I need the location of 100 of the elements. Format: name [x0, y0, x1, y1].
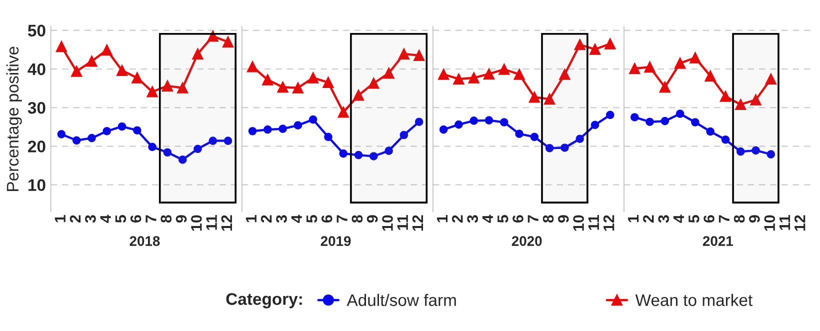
x-tick-label: 2 — [452, 215, 463, 223]
point — [604, 38, 616, 50]
x-tick-label: 10 — [191, 215, 202, 231]
point — [324, 132, 332, 142]
x-axis-title: 2021 — [702, 236, 733, 246]
point — [308, 72, 319, 84]
point — [439, 125, 448, 134]
point — [352, 90, 364, 101]
x-tick-label: 8 — [542, 215, 554, 223]
point — [765, 73, 776, 85]
x-tick-label: 4 — [673, 214, 684, 223]
point — [71, 66, 82, 77]
x-tick-label: 3 — [276, 215, 287, 223]
x-tick-label: 11 — [588, 215, 599, 230]
x-tick-label: 2 — [70, 215, 81, 223]
point — [146, 86, 158, 98]
x-tick-label: 11 — [779, 215, 790, 230]
x-tick-label: 10 — [764, 215, 776, 231]
point — [644, 61, 656, 73]
point — [676, 110, 684, 118]
x-tick-label: 5 — [115, 215, 126, 223]
point — [630, 113, 639, 122]
point — [528, 92, 540, 103]
x-tick-label: 8 — [160, 215, 172, 223]
point — [148, 142, 156, 152]
point — [369, 152, 378, 160]
x-tick-label: 7 — [336, 215, 348, 222]
x-tick-label: 3 — [467, 215, 478, 223]
x-tick-label: 8 — [734, 215, 745, 223]
point — [470, 116, 478, 125]
point — [629, 63, 640, 74]
point — [400, 130, 408, 140]
point — [177, 82, 188, 94]
point — [544, 94, 556, 105]
x-axis-title: 2018 — [130, 236, 160, 246]
y-tick-label: 20 — [28, 140, 46, 152]
legend-label: Wean to market — [635, 294, 753, 306]
x-tick-label: 9 — [176, 215, 187, 223]
point — [414, 50, 425, 61]
point — [660, 116, 670, 126]
point — [606, 110, 614, 120]
point — [308, 115, 318, 124]
point — [116, 64, 128, 76]
point — [515, 130, 524, 138]
point — [483, 68, 495, 80]
point — [294, 121, 302, 130]
point — [354, 150, 363, 160]
point — [560, 144, 569, 152]
point — [530, 132, 539, 142]
point — [194, 144, 202, 154]
point — [735, 98, 746, 110]
x-tick-label: 7 — [528, 215, 538, 222]
legend-label: Adult/sow farm — [346, 294, 456, 306]
point — [278, 124, 287, 133]
point — [192, 48, 204, 60]
point — [750, 94, 762, 106]
x-tick-label: 7 — [146, 215, 156, 222]
point — [263, 125, 272, 134]
point — [86, 56, 98, 67]
point — [292, 82, 304, 94]
point — [691, 118, 700, 126]
x-tick-label: 5 — [498, 215, 508, 223]
y-tick-label: 30 — [28, 102, 46, 114]
point — [56, 41, 67, 52]
point — [690, 52, 701, 64]
y-tick-label: 10 — [28, 179, 46, 192]
x-tick-label: 4 — [482, 214, 493, 223]
x-tick-label: 6 — [322, 215, 332, 223]
x-tick-label: 6 — [704, 215, 714, 223]
point — [262, 74, 274, 86]
x-tick-label: 4 — [100, 214, 111, 223]
x-tick-label: 5 — [306, 215, 318, 223]
x-tick-label: 5 — [688, 215, 700, 223]
x-tick-label: 7 — [718, 215, 730, 222]
x-axis-title: 2020 — [512, 236, 542, 246]
y-tick-label: 50 — [28, 24, 46, 37]
point — [766, 150, 776, 158]
point — [338, 106, 349, 118]
point — [721, 135, 730, 144]
point — [589, 44, 601, 55]
point — [368, 78, 380, 89]
point — [646, 118, 654, 126]
point — [706, 127, 715, 136]
point — [207, 30, 218, 42]
point — [132, 72, 143, 84]
x-axis-title: 2019 — [320, 236, 351, 246]
x-tick-label: 6 — [512, 215, 524, 223]
x-tick-label: 3 — [658, 215, 670, 223]
point — [178, 156, 187, 164]
point — [484, 116, 494, 124]
point — [88, 134, 96, 142]
x-tick-label: 1 — [246, 215, 256, 222]
point — [222, 36, 234, 48]
point — [101, 44, 112, 56]
y-axis-title: Percentage positive — [6, 46, 22, 191]
point — [246, 61, 258, 72]
point — [132, 126, 142, 135]
point — [102, 126, 112, 136]
x-tick-label: 4 — [291, 214, 302, 223]
x-tick-label: 12 — [794, 215, 806, 231]
